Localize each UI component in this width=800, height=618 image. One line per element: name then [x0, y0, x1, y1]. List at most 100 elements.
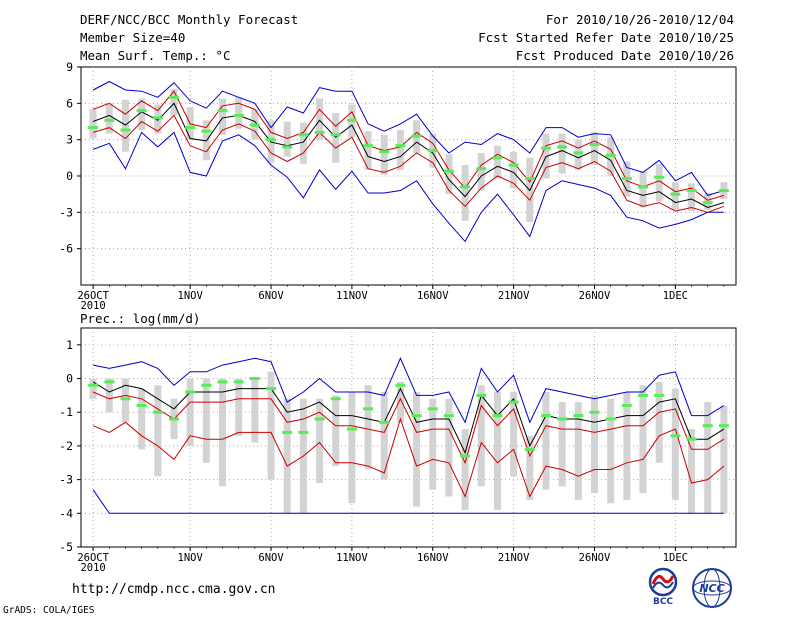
median-mark [346, 118, 357, 122]
box-bar [396, 129, 404, 170]
box-bar [720, 405, 728, 514]
box-bar [477, 152, 485, 191]
median-mark [282, 430, 293, 434]
box-bar [542, 392, 550, 490]
x-year-label: 2010 [80, 300, 105, 312]
variable-label-temp: Mean Surf. Temp.: °C [80, 48, 231, 63]
median-mark [314, 417, 325, 421]
box-bar [202, 378, 210, 463]
box-bar [688, 429, 696, 514]
y-tick-label: 3 [66, 133, 73, 147]
x-tick-label: 11NOV [336, 290, 368, 302]
median-mark [443, 414, 454, 418]
box-bar [704, 402, 712, 514]
median-mark [427, 407, 438, 411]
median-mark [249, 377, 260, 381]
box-bar [235, 378, 243, 436]
median-mark [638, 393, 649, 397]
x-tick-label: 26NOV [579, 552, 611, 564]
box-bar [590, 395, 598, 494]
median-mark [266, 387, 277, 391]
median-mark [540, 146, 551, 150]
median-mark [718, 424, 729, 428]
median-mark [476, 393, 487, 397]
box-bar [655, 163, 663, 202]
box-bar [105, 378, 113, 413]
box-bar [445, 154, 453, 195]
box-bar [510, 151, 518, 189]
x-tick-label: 1DEC [663, 290, 688, 302]
median-mark [476, 167, 487, 171]
x-tick-label: 26OCT [77, 552, 109, 564]
median-mark [201, 383, 212, 387]
box-bar [526, 435, 534, 500]
median-mark [217, 380, 228, 384]
box-bar [332, 113, 340, 163]
box-bar [251, 378, 259, 443]
y-tick-label: -5 [59, 540, 73, 554]
x-tick-label: 21NOV [498, 290, 530, 302]
panel-subtitle: Prec.: log(mm/d) [80, 311, 200, 326]
series-line-lower-inner [92, 114, 725, 213]
series-line-upper-envelope [92, 80, 725, 196]
x-year-label: 2010 [80, 562, 105, 574]
median-mark [573, 414, 584, 418]
median-mark [589, 410, 600, 414]
box-bar [299, 122, 307, 164]
box-bar [170, 88, 178, 116]
median-mark [395, 144, 406, 148]
series-line-upper-envelope [93, 357, 725, 424]
box-bar [235, 97, 243, 129]
median-mark [573, 151, 584, 155]
median-mark [718, 189, 729, 193]
median-mark [460, 185, 471, 189]
median-mark [88, 126, 99, 130]
series-line-ensemble-mean [92, 381, 725, 455]
box-bar [574, 139, 582, 170]
y-tick-label: 9 [66, 60, 73, 74]
series-line-lower-inner [92, 417, 725, 498]
y-tick-label: 0 [66, 372, 73, 386]
y-tick-label: 0 [66, 169, 73, 183]
box-bar [461, 165, 469, 221]
y-tick-label: -2 [59, 439, 73, 453]
median-mark [605, 153, 616, 157]
x-tick-label: 1NOV [178, 290, 204, 302]
bcc-logo-icon: BCC [648, 567, 678, 607]
box-bar [590, 132, 598, 166]
series-line-upper-inner [92, 391, 725, 465]
series-line-ensemble-mean [92, 102, 725, 209]
median-mark [217, 109, 228, 113]
median-mark [557, 145, 568, 149]
box-bar [89, 109, 97, 139]
box-bar [493, 392, 501, 510]
box-bar [574, 402, 582, 500]
box-bar [639, 385, 647, 494]
box-bar [283, 398, 291, 514]
median-mark [492, 414, 503, 418]
box-bar [671, 182, 679, 210]
median-mark [395, 383, 406, 387]
median-mark [298, 430, 309, 434]
forecast-started-date: Fcst Started Refer Date 2010/10/25 [478, 30, 734, 45]
footer-url[interactable]: http://cmdp.ncc.cma.gov.cn [72, 582, 276, 597]
box-bar [332, 395, 340, 467]
median-mark [411, 414, 422, 418]
median-mark [104, 118, 115, 122]
box-bar [639, 172, 647, 208]
box-bar [607, 398, 615, 504]
median-mark [427, 149, 438, 153]
median-mark [686, 437, 697, 441]
median-mark [266, 138, 277, 142]
median-mark [379, 420, 390, 424]
median-mark [670, 434, 681, 438]
median-mark [233, 380, 244, 384]
median-mark [168, 417, 179, 421]
median-mark [152, 410, 163, 414]
median-mark [670, 192, 681, 196]
box-bar [380, 392, 388, 480]
median-mark [330, 133, 341, 137]
median-mark [411, 134, 422, 138]
panel-precipitation [77, 327, 737, 551]
